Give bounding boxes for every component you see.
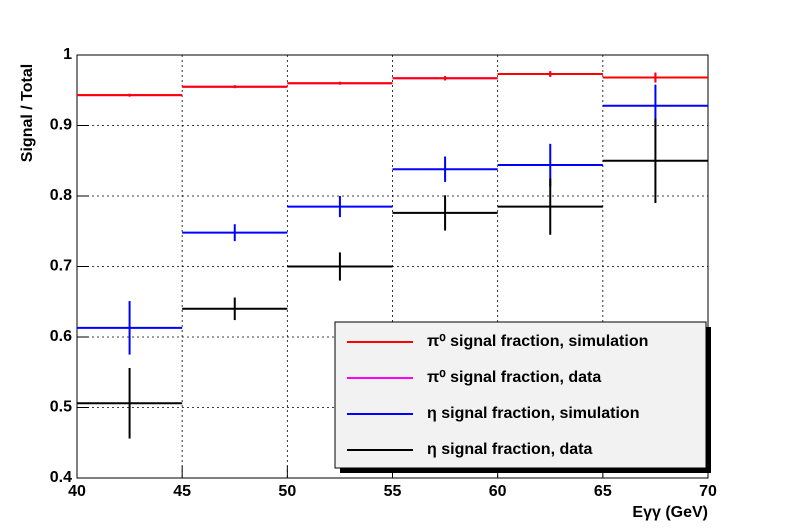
legend-label: η signal fraction, data	[427, 441, 592, 458]
y-tick-label: 0.4	[50, 469, 72, 486]
x-tick-label: 55	[384, 483, 402, 500]
x-tick-label: 70	[699, 483, 717, 500]
legend-label: π⁰ signal fraction, simulation	[427, 333, 648, 350]
y-tick-label: 1	[63, 46, 72, 63]
y-tick-label: 0.6	[50, 328, 72, 345]
x-tick-label: 65	[594, 483, 612, 500]
y-tick-label: 0.5	[50, 399, 72, 416]
x-tick-label: 40	[68, 483, 86, 500]
x-tick-label: 60	[489, 483, 507, 500]
y-tick-label: 0.9	[50, 117, 72, 134]
x-axis-label: Eγγ (GeV)	[632, 504, 708, 521]
x-tick-label: 50	[278, 483, 296, 500]
legend-label: η signal fraction, simulation	[427, 405, 639, 422]
y-axis-label: Signal / Total	[19, 64, 36, 162]
y-tick-label: 0.8	[50, 187, 72, 204]
legend-label: π⁰ signal fraction, data	[427, 369, 601, 386]
x-tick-label: 45	[173, 483, 191, 500]
y-tick-label: 0.7	[50, 258, 72, 275]
legend	[334, 321, 707, 469]
